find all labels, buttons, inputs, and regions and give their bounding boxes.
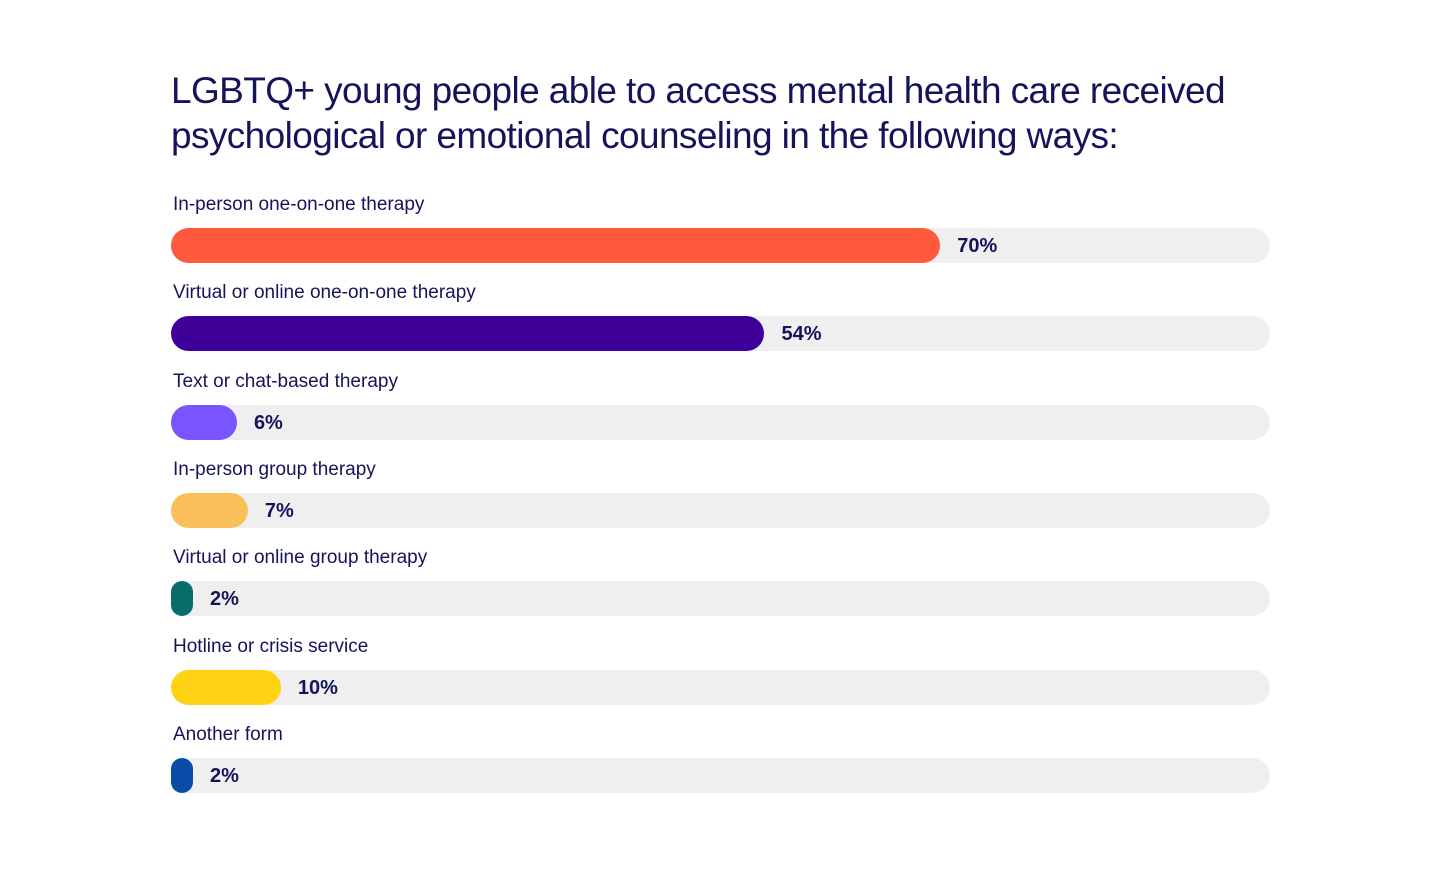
- bar-track: 6%: [171, 404, 1270, 440]
- category-label: Virtual or online group therapy: [173, 547, 428, 569]
- value-label: 2%: [210, 764, 239, 787]
- category-label: Text or chat-based therapy: [173, 370, 398, 392]
- value-label: 6%: [253, 411, 283, 434]
- bar-row: Virtual or online one-on-one therapy 54%: [171, 281, 1270, 352]
- bar-row: In-person group therapy 7%: [171, 458, 1270, 528]
- chart-title: LGBTQ+ young people able to access menta…: [171, 70, 1226, 156]
- bar: [171, 316, 765, 352]
- category-label: In-person one-on-one therapy: [173, 194, 425, 215]
- category-label: In-person group therapy: [173, 458, 376, 480]
- bar-track: 2%: [171, 757, 1270, 793]
- bar-track: 70%: [171, 228, 1270, 263]
- bar: [171, 669, 281, 705]
- bar-row: Hotline or crisis service 10%: [171, 635, 1270, 705]
- bar-track: 10%: [171, 669, 1270, 705]
- bar: [171, 757, 193, 793]
- bar: [171, 581, 193, 617]
- bar-track: 2%: [171, 581, 1270, 617]
- value-label: 70%: [957, 235, 998, 257]
- value-label: 2%: [210, 588, 239, 611]
- bar-row: In-person one-on-one therapy 70%: [171, 193, 1270, 263]
- bar-track: 54%: [171, 316, 1270, 352]
- bar-chart: LGBTQ+ young people able to access menta…: [171, 0, 1270, 874]
- bar: [171, 228, 941, 263]
- bar-row: Another form 2%: [171, 723, 1270, 793]
- bar-row: Text or chat-based therapy 6%: [171, 370, 1270, 440]
- value-label: 54%: [781, 323, 822, 346]
- bar: [171, 404, 237, 440]
- value-label: 10%: [297, 676, 338, 699]
- category-label: Virtual or online one-on-one therapy: [173, 282, 476, 304]
- category-label: Another form: [173, 723, 283, 745]
- category-label: Hotline or crisis service: [173, 635, 369, 657]
- bar-row: Virtual or online group therapy 2%: [171, 546, 1270, 617]
- bar: [171, 492, 248, 528]
- bar-track: 7%: [171, 492, 1270, 528]
- chart-rows: In-person one-on-one therapy 70% Virtual o…: [171, 0, 1270, 874]
- value-label: 7%: [264, 499, 294, 522]
